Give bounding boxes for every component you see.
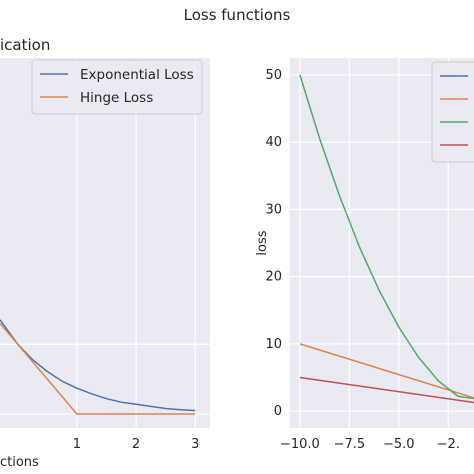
series-line-3 [299,376,474,404]
left-chart: 1 2 3 Exponential Loss Hinge Loss ication ctio… [0,36,210,470]
x-tick-label: −10.0 [280,437,320,452]
chart-title: ication [0,36,50,54]
x-tick-label: 3 [191,437,199,452]
legend-frame [431,61,474,163]
y-tick-label: 20 [265,270,282,285]
legend-frame [31,59,203,115]
series-line-1 [299,343,474,399]
series-line-0 [0,319,196,412]
legend-label: Hinge Loss [80,90,153,106]
y-tick-label: 10 [265,337,282,352]
x-tick-label: −7.5 [334,437,366,452]
figure-title: Loss functions [184,6,291,24]
series-line-1 [0,322,196,415]
x-tick-label: −5.0 [383,437,415,452]
y-tick-label: 30 [265,202,282,217]
y-axis-label: loss [255,230,270,255]
series-group [0,319,196,415]
x-axis-label: ctions [0,455,39,470]
legend [431,61,474,163]
series-group [299,74,474,404]
x-tick-label: −2. [437,437,460,452]
legend-label: Exponential Loss [80,67,194,83]
series-line-2 [299,74,474,400]
x-tick-label: 1 [73,437,81,452]
plot-area [0,58,210,428]
x-tick-label: 2 [132,437,140,452]
y-tick-label: 0 [274,404,282,419]
right-chart: −10.0 −7.5 −5.0 −2. 0 10 20 30 40 50 loss [255,58,474,452]
legend: Exponential Loss Hinge Loss [31,59,203,115]
y-tick-label: 50 [265,68,282,83]
y-tick-label: 40 [265,135,282,150]
